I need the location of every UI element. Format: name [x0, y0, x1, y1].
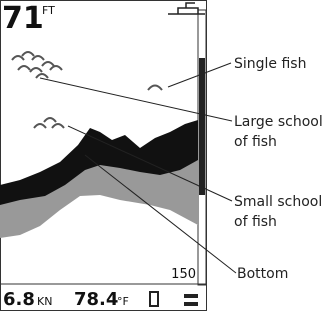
range: 150 — [171, 267, 196, 282]
callout-label: Bottom — [237, 266, 288, 282]
depth: 71 — [2, 1, 44, 36]
scale-bar-fill — [199, 58, 205, 195]
callout-label: Large school — [234, 114, 323, 130]
temperature-unit: °F — [117, 295, 129, 308]
callout-label: of fish — [234, 214, 277, 230]
speed-unit: KN — [37, 295, 52, 308]
callout-label: Single fish — [234, 56, 306, 72]
speed: 6.8 — [3, 289, 35, 310]
diagram: 71 FT 150 6.8 KN 78.4 °F Single fish Lar… — [0, 0, 334, 311]
temperature: 78.4 — [74, 289, 118, 310]
callout-label: of fish — [234, 134, 277, 150]
depth-unit: FT — [42, 4, 55, 17]
callout-label: Small school — [234, 194, 322, 210]
